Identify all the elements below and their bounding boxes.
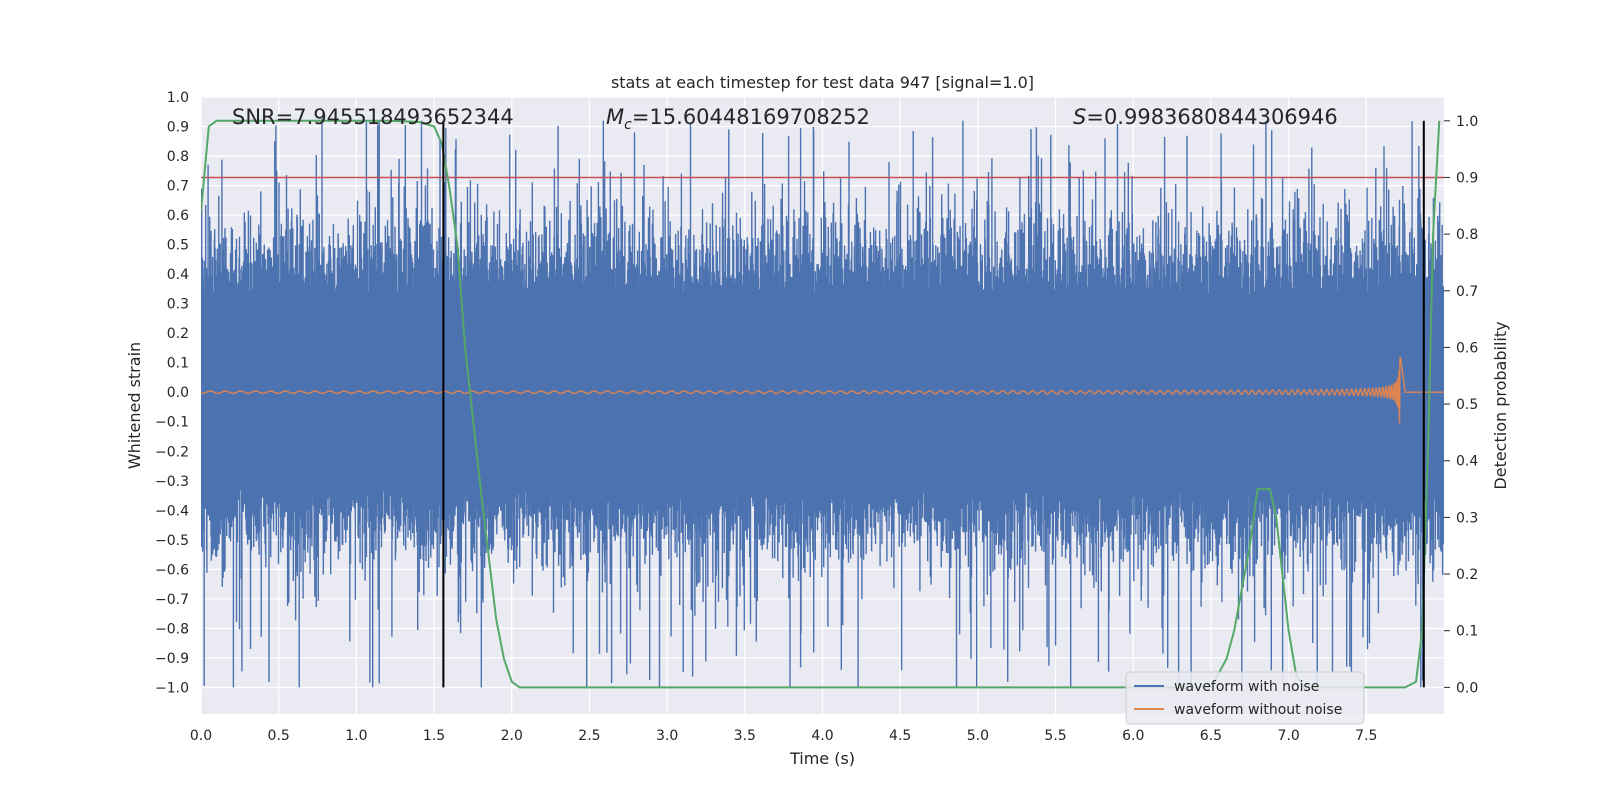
x-tick-label: 2.5 [578, 728, 600, 744]
y-right-tick-label: 0.0 [1456, 680, 1478, 696]
y-left-axis-title: Whitened strain [125, 342, 144, 469]
y-right-tick-label: 0.2 [1456, 567, 1478, 583]
y-left-axis-ticks: 1.0 0.9 0.8 0.7 0.6 0.5 0.4 0.3 0.2 0.1 0.0 −0.1 −0.… [155, 90, 189, 696]
y-right-tick-label: 0.8 [1456, 227, 1478, 243]
x-tick-label: 3.0 [656, 728, 678, 744]
legend-label-waveform-with-noise: waveform with noise [1174, 679, 1319, 695]
y-left-tick-label: 0.2 [167, 326, 189, 342]
y-left-tick-label: 0.0 [167, 385, 189, 401]
y-left-tick-label: 0.3 [167, 297, 189, 313]
legend: waveform with noise waveform without noi… [1125, 671, 1365, 725]
y-left-tick-label: 0.7 [167, 179, 189, 195]
x-tick-label: 5.5 [1044, 728, 1066, 744]
y-right-axis-title: Detection probability [1491, 321, 1510, 489]
mc-value: =15.60448169708252 [632, 105, 870, 129]
y-left-tick-label: 0.4 [167, 267, 189, 283]
y-left-tick-label: −0.9 [155, 651, 189, 667]
legend-label-waveform-without-noise: waveform without noise [1174, 702, 1342, 718]
s-value: =0.9983680844306946 [1086, 105, 1337, 129]
s-annotation: S=0.9983680844306946 [1073, 105, 1338, 129]
y-left-tick-label: −0.8 [155, 621, 189, 637]
y-left-tick-label: 0.5 [167, 238, 189, 254]
chart-title: stats at each timestep for test data 947… [611, 73, 1034, 92]
y-right-tick-label: 0.7 [1456, 284, 1478, 300]
x-axis-ticks: 0.0 0.5 1.0 1.5 2.0 2.5 3.0 3.5 4.0 4.5 5.0 5.5 6.0 6… [190, 728, 1378, 744]
y-right-tick-label: 0.1 [1456, 624, 1478, 640]
x-tick-label: 7.5 [1355, 728, 1377, 744]
x-tick-label: 0.0 [190, 728, 212, 744]
x-tick-label: 7.0 [1277, 728, 1299, 744]
x-axis-title: Time (s) [789, 749, 855, 768]
y-right-tick-label: 0.4 [1456, 454, 1478, 470]
y-right-tick-label: 0.5 [1456, 397, 1478, 413]
mc-symbol: M [606, 105, 624, 129]
y-right-tick-label: 0.9 [1456, 170, 1478, 186]
series-area [201, 118, 1444, 689]
x-tick-label: 4.0 [811, 728, 833, 744]
noise-spikes [201, 118, 1444, 688]
y-left-tick-label: 0.9 [167, 120, 189, 136]
y-left-tick-label: −0.1 [155, 415, 189, 431]
y-left-tick-label: −0.5 [155, 533, 189, 549]
x-tick-label: 0.5 [268, 728, 290, 744]
y-left-tick-label: −0.3 [155, 474, 189, 490]
x-tick-label: 5.0 [967, 728, 989, 744]
y-left-tick-label: −0.6 [155, 562, 189, 578]
series-waveform-without-noise [201, 356, 1444, 424]
snr-annotation: SNR=7.945518493652344 [232, 105, 514, 129]
x-tick-label: 6.5 [1200, 728, 1222, 744]
legend-box [1125, 671, 1365, 725]
y-left-tick-label: −0.2 [155, 444, 189, 460]
y-left-tick-label: 0.8 [167, 149, 189, 165]
y-left-tick-label: −0.4 [155, 503, 189, 519]
y-right-tick-label: 0.3 [1456, 510, 1478, 526]
x-tick-label: 1.5 [423, 728, 445, 744]
s-symbol: S [1073, 105, 1086, 129]
x-tick-label: 2.0 [501, 728, 523, 744]
x-tick-label: 3.5 [734, 728, 756, 744]
y-left-tick-label: 0.6 [167, 208, 189, 224]
y-left-tick-label: −0.7 [155, 592, 189, 608]
y-left-tick-label: 0.1 [167, 356, 189, 372]
y-right-tick-label: 1.0 [1456, 114, 1478, 130]
x-tick-label: 4.5 [889, 728, 911, 744]
y-left-tick-label: −1.0 [155, 680, 189, 696]
x-tick-label: 1.0 [345, 728, 367, 744]
y-left-tick-label: 1.0 [167, 90, 189, 106]
chirp-mass-annotation: Mc=15.60448169708252 [606, 105, 870, 133]
x-tick-label: 6.0 [1122, 728, 1144, 744]
mc-subscript: c [624, 117, 632, 133]
y-right-axis-ticks: 1.0 0.9 0.8 0.7 0.6 0.5 0.4 0.3 0.2 0.1 0.0 [1444, 114, 1478, 696]
y-right-tick-label: 0.6 [1456, 340, 1478, 356]
